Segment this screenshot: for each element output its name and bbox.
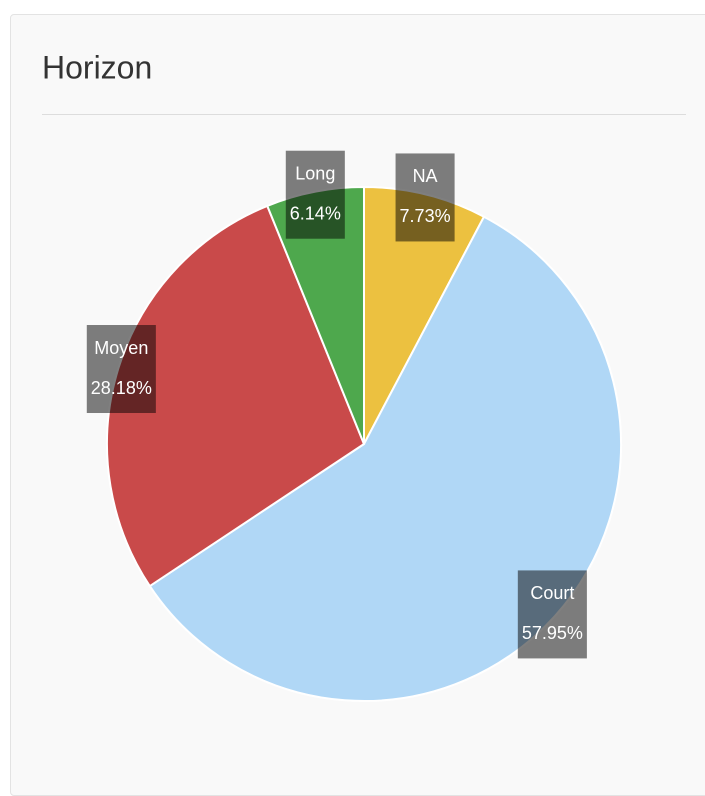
slice-value-label: 7.73% [400,206,451,226]
label-box [517,570,587,659]
page: Horizon NA 7.73% Court 57.95% Moyen 28.18% Lon… [10,14,705,796]
label-box [395,153,455,242]
chart: Horizon NA 7.73% Court 57.95% Moyen 28.18% Lon… [42,49,686,702]
slice-value-label: 57.95% [522,623,583,643]
slice-label: Moyen [94,338,148,358]
label-box [285,150,345,239]
chart-title: Horizon [42,49,152,85]
slice-label: Court [530,583,574,603]
slice-value-label: 28.18% [91,378,152,398]
slice-value-label: 6.14% [290,203,341,223]
slice-label: Long [295,163,335,183]
slice-label: NA [413,166,438,186]
label-box [86,325,156,414]
